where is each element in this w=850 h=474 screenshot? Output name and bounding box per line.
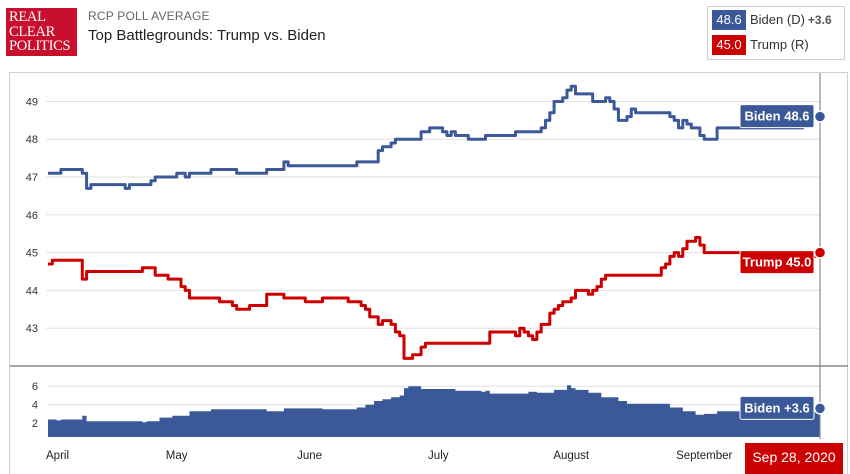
- spread-marker: [813, 402, 827, 415]
- trump-line: [48, 236, 820, 360]
- spread-tick-6: 6: [32, 381, 38, 393]
- biden-name: Biden (D): [750, 12, 805, 27]
- x-tick-may: May: [166, 450, 188, 462]
- spread-tick-labels: 2 4 6: [32, 381, 38, 430]
- x-tick-august: August: [553, 450, 590, 462]
- legend-entry-trump[interactable]: 45.0 Trump (R): [712, 35, 809, 55]
- biden-marker: [813, 110, 827, 123]
- x-tick-september: September: [676, 450, 732, 462]
- x-tick-labels: April May June July August September: [46, 450, 732, 462]
- selected-date-badge: Sep 28, 2020: [745, 443, 843, 474]
- trump-name: Trump (R): [750, 37, 809, 52]
- poll-average-eyebrow: RCP POLL AVERAGE: [88, 9, 210, 23]
- logo-line-3: POLITICS: [9, 38, 71, 54]
- spread-current-label-text: Biden +3.6: [744, 400, 809, 415]
- x-tick-april: April: [46, 450, 69, 462]
- y-tick-44: 44: [26, 285, 38, 297]
- biden-current-label: Biden 48.6: [739, 104, 815, 129]
- y-tick-49: 49: [26, 96, 38, 108]
- chart-title: Top Battlegrounds: Trump vs. Biden: [88, 27, 326, 44]
- spread-area: [48, 385, 820, 437]
- biden-spread: +3.6: [807, 13, 832, 27]
- y-tick-43: 43: [26, 323, 38, 335]
- spread-tick-2: 2: [32, 418, 38, 430]
- y-tick-45: 45: [26, 248, 38, 260]
- y-tick-labels: 43 44 45 46 47 48 49: [26, 96, 38, 335]
- chart-panel: [9, 72, 848, 474]
- logo-line-2: CLEAR: [9, 23, 56, 40]
- logo-line-1: REAL: [9, 9, 46, 25]
- legend-box: 48.6 Biden (D) +3.6 45.0 Trump (R): [707, 6, 845, 60]
- y-tick-46: 46: [26, 210, 38, 222]
- biden-current-label-text: Biden 48.6: [744, 109, 809, 124]
- legend-entry-biden[interactable]: 48.6 Biden (D) +3.6: [712, 10, 832, 30]
- selected-date-text: Sep 28, 2020: [752, 449, 836, 465]
- gridlines: [10, 100, 848, 367]
- rcp-logo: REAL CLEAR POLITICS: [6, 8, 77, 56]
- trump-current-label-text: Trump 45.0: [743, 255, 812, 270]
- spread-tick-4: 4: [32, 400, 38, 412]
- trump-current-label: Trump 45.0: [739, 250, 815, 275]
- spread-current-label: Biden +3.6: [739, 395, 815, 420]
- y-tick-48: 48: [26, 134, 38, 146]
- hover-overlays: Biden 48.6 Trump 45.0 Biden +3.6 Sep 28, 20…: [739, 73, 843, 474]
- biden-value-badge: 48.6: [712, 10, 746, 30]
- trump-marker: [813, 246, 827, 259]
- x-tick-june: June: [297, 450, 322, 462]
- trump-value-badge: 45.0: [712, 35, 746, 55]
- x-tick-july: July: [428, 450, 449, 462]
- y-tick-47: 47: [26, 172, 38, 184]
- biden-line: [48, 84, 820, 190]
